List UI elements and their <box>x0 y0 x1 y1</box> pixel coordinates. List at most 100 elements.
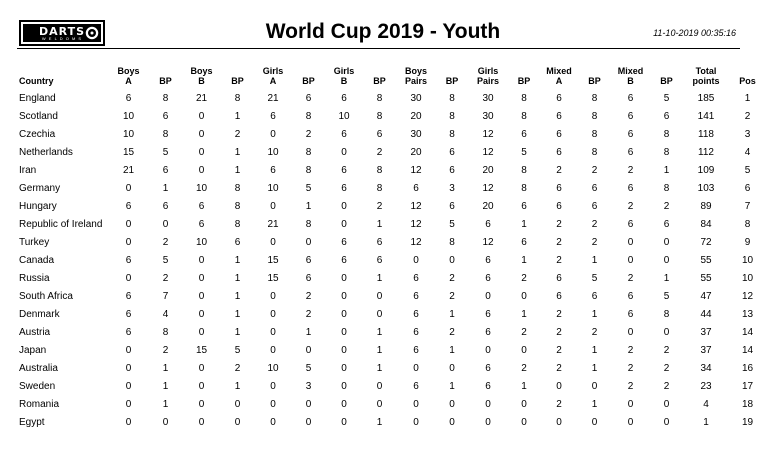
score-cell: 0 <box>627 236 634 248</box>
score-cell: 0 <box>341 272 347 284</box>
score-cell: 6 <box>449 146 455 158</box>
score-cell: 112 <box>698 146 714 158</box>
score-cell: 44 <box>700 308 712 320</box>
column-header-label: Boys <box>404 66 427 76</box>
score-cell: 109 <box>697 164 715 176</box>
table-row: Turkey 0 2 10 6 0 0 6 6 12 8 12 6 2 2 0 0 72 9 <box>17 233 766 251</box>
score-cell: 2 <box>449 326 455 338</box>
score-cell: 12 <box>482 182 494 194</box>
score-cell: 0 <box>234 416 241 428</box>
score-cell: 6 <box>341 92 347 104</box>
country-cell: Denmark <box>19 308 60 320</box>
score-cell: 6 <box>162 110 169 122</box>
score-cell: 55 <box>700 254 712 266</box>
column-header-sublabel: A <box>269 76 277 86</box>
table-row: Russia 0 2 0 1 15 6 0 1 6 2 6 2 6 5 2 1 55 10 <box>17 269 766 287</box>
score-cell: 12 <box>410 218 422 230</box>
column-header: Mixed A <box>541 64 577 89</box>
score-cell: 6 <box>485 326 491 338</box>
score-cell: 6 <box>413 272 419 284</box>
score-cell: 8 <box>591 110 598 122</box>
score-cell: 118 <box>698 128 714 140</box>
country-cell: Austria <box>19 326 51 338</box>
score-cell: 6 <box>270 110 276 122</box>
score-cell: 2 <box>627 272 634 284</box>
score-cell: 0 <box>305 236 312 248</box>
score-cell: 5 <box>663 290 670 302</box>
score-cell: 6 <box>556 182 562 194</box>
score-cell: 1 <box>521 308 527 320</box>
score-cell: 0 <box>449 398 455 410</box>
score-cell: 12 <box>410 200 422 212</box>
score-cell: 0 <box>376 380 383 392</box>
score-cell: 2 <box>521 362 527 374</box>
score-cell: 6 <box>627 92 634 104</box>
score-cell: 0 <box>627 254 634 266</box>
score-cell: 2 <box>556 362 562 374</box>
score-cell: 6 <box>485 308 491 320</box>
score-cell: 2 <box>449 272 455 284</box>
score-cell: 1 <box>591 254 598 266</box>
score-cell: 8 <box>305 146 312 158</box>
score-cell: 2 <box>663 344 670 356</box>
column-header-label: Girls <box>262 66 284 76</box>
score-cell: 1 <box>234 290 241 302</box>
score-cell: 0 <box>341 326 347 338</box>
score-cell: 2 <box>627 362 634 374</box>
score-cell: 12 <box>482 128 494 140</box>
score-cell: 6 <box>234 236 241 248</box>
table-row: South Africa 6 7 0 1 0 2 0 0 6 2 0 0 6 6 6 5 47 12 <box>17 287 766 305</box>
score-cell: 8 <box>162 92 169 104</box>
column-header: BP <box>507 64 541 89</box>
score-cell: 1 <box>162 182 169 194</box>
score-cell: 2 <box>305 308 312 320</box>
score-cell: 0 <box>125 398 132 410</box>
logo-text: DARTS <box>38 24 86 38</box>
country-cell: England <box>19 92 56 104</box>
score-cell: 1 <box>521 380 527 392</box>
score-cell: 18 <box>741 398 754 410</box>
score-cell: 6 <box>627 182 634 194</box>
score-cell: 2 <box>376 146 383 158</box>
column-header-label: Mixed <box>617 66 644 76</box>
score-cell: 6 <box>341 182 347 194</box>
score-cell: 0 <box>413 254 419 266</box>
column-header: Boys A <box>109 64 148 89</box>
score-cell: 6 <box>521 128 527 140</box>
score-cell: 23 <box>700 380 712 392</box>
score-cell: 0 <box>270 380 276 392</box>
table-row: Czechia 10 8 0 2 0 2 6 6 30 8 12 6 6 8 6 8 118 3 <box>17 125 766 143</box>
score-cell: 1 <box>591 344 598 356</box>
score-cell: 2 <box>627 200 634 212</box>
score-cell: 1 <box>162 362 169 374</box>
score-cell: 0 <box>198 362 205 374</box>
score-cell: 0 <box>341 218 347 230</box>
score-cell: 2 <box>234 128 241 140</box>
column-header-sublabel: Pairs <box>476 76 500 86</box>
score-cell: 2 <box>627 380 634 392</box>
score-cell: 12 <box>741 290 754 302</box>
score-cell: 0 <box>270 128 276 140</box>
table-row: Scotland 10 6 0 1 6 8 10 8 20 8 30 8 6 8 6 6 141 2 <box>17 107 766 125</box>
score-cell: 6 <box>556 92 562 104</box>
score-cell: 2 <box>627 164 634 176</box>
score-cell: 1 <box>376 344 383 356</box>
score-cell: 10 <box>267 362 279 374</box>
score-cell: 6 <box>627 146 634 158</box>
score-cell: 0 <box>125 272 132 284</box>
score-cell: 0 <box>305 398 312 410</box>
score-cell: 0 <box>341 416 347 428</box>
column-header-label: BP <box>445 76 459 86</box>
score-cell: 2 <box>627 344 634 356</box>
column-header-label: BP <box>231 76 244 86</box>
score-cell: 0 <box>198 290 205 302</box>
score-cell: 0 <box>556 380 562 392</box>
country-cell: Czechia <box>19 128 56 140</box>
score-cell: 8 <box>376 110 383 122</box>
score-cell: 5 <box>449 218 455 230</box>
score-cell: 0 <box>627 416 634 428</box>
column-header: Boys Pairs <box>397 64 435 89</box>
score-cell: 0 <box>376 308 383 320</box>
score-cell: 0 <box>125 218 132 230</box>
score-cell: 2 <box>162 236 169 248</box>
